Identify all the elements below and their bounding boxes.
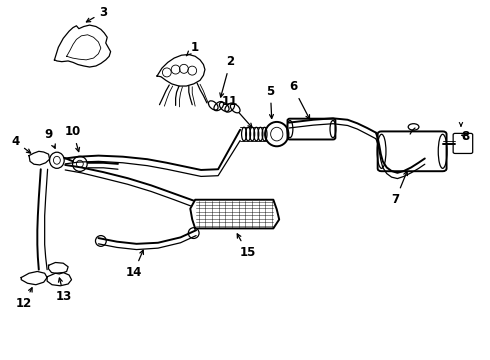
Polygon shape (29, 151, 49, 165)
Text: 14: 14 (125, 250, 144, 279)
Text: 13: 13 (56, 278, 73, 303)
Polygon shape (49, 262, 68, 274)
Text: 6: 6 (289, 80, 310, 119)
Polygon shape (47, 273, 72, 286)
Text: 9: 9 (45, 127, 55, 148)
Text: 3: 3 (86, 6, 107, 22)
Text: 4: 4 (11, 135, 30, 153)
Polygon shape (157, 54, 205, 86)
Text: 8: 8 (461, 130, 469, 143)
Text: 11: 11 (221, 95, 252, 127)
Text: 15: 15 (237, 234, 256, 259)
Text: 10: 10 (65, 125, 81, 152)
Text: 12: 12 (16, 288, 32, 310)
Text: 5: 5 (266, 85, 274, 118)
Polygon shape (190, 200, 279, 228)
Text: 7: 7 (392, 171, 407, 206)
Polygon shape (54, 25, 111, 67)
Text: 1: 1 (186, 41, 199, 56)
Polygon shape (21, 271, 47, 285)
Text: 2: 2 (220, 55, 234, 97)
